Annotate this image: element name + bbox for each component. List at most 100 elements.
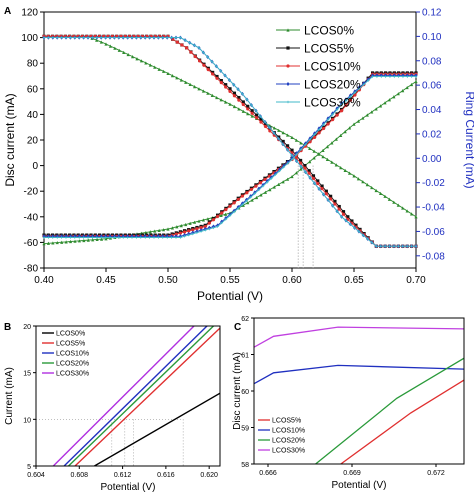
legend-marker — [286, 64, 290, 68]
ring-point — [184, 222, 188, 227]
legend-label: LCOS20% — [272, 438, 305, 445]
series-line-lcos10pct — [63, 326, 208, 466]
x-tick-label-a: 0.40 — [34, 275, 54, 286]
disc-point — [214, 64, 218, 68]
x-axis-title-a: Potential (V) — [197, 289, 263, 303]
ring-point — [405, 75, 409, 79]
disc-point — [311, 176, 316, 180]
ring-point — [55, 240, 59, 245]
y-tick-label-a: 0 — [32, 161, 38, 172]
disc-point — [99, 40, 103, 44]
disc-point — [312, 181, 317, 185]
ring-point — [108, 235, 112, 240]
ring-point — [121, 235, 125, 240]
legend-label: LCOS30% — [304, 96, 361, 110]
disc-point — [219, 79, 223, 83]
ring-point — [73, 235, 77, 240]
legend-label: LCOS5% — [304, 42, 354, 56]
ring-point — [317, 131, 321, 135]
disc-point — [178, 36, 182, 40]
disc-point — [341, 210, 346, 214]
ring-point — [387, 98, 392, 102]
ring-point — [282, 165, 286, 169]
disc-point — [241, 109, 245, 113]
disc-point — [263, 122, 268, 126]
series-lcos30pct — [42, 36, 418, 248]
y-axis-title-c: Disc current (mA) — [232, 352, 243, 430]
ring-point — [254, 184, 258, 188]
disc-point — [174, 36, 178, 40]
ring-point — [409, 82, 414, 87]
disc-point — [95, 38, 99, 42]
ring-point — [348, 98, 353, 102]
legend-label: LCOS20% — [56, 361, 89, 368]
x-tick-label-b: 0.612 — [114, 472, 132, 479]
ring-point — [257, 188, 261, 192]
disc-point — [197, 46, 201, 50]
ring-point — [299, 147, 303, 152]
panel-label-b: B — [4, 322, 11, 333]
disc-point — [64, 36, 68, 40]
x-tick-label-c: 0.666 — [259, 470, 277, 477]
ring-point — [199, 229, 203, 234]
ring-point — [405, 85, 409, 90]
ring-point — [362, 83, 366, 87]
ring-point — [166, 227, 170, 231]
legend-label: LCOS20% — [304, 78, 361, 92]
ring-point — [321, 148, 325, 152]
disc-point — [130, 36, 134, 40]
disc-point — [324, 192, 328, 196]
ring-point — [253, 192, 257, 196]
y2-tick-label-a: -0.06 — [422, 227, 445, 238]
y-tick-label-b: 5 — [27, 464, 31, 471]
disc-point — [298, 158, 303, 163]
ring-point — [216, 224, 220, 229]
ring-point — [261, 184, 265, 188]
ring-point — [68, 239, 73, 244]
ring-point — [148, 230, 152, 234]
disc-point — [409, 212, 414, 216]
ring-point — [95, 237, 99, 242]
disc-point — [201, 89, 206, 93]
disc-point — [245, 97, 249, 102]
disc-point — [290, 148, 294, 152]
y2-tick-label-a: -0.08 — [422, 251, 445, 262]
ring-point — [201, 218, 206, 222]
ring-point — [286, 161, 290, 165]
legend-marker — [286, 28, 290, 32]
ring-point — [104, 235, 108, 240]
ring-point — [325, 145, 330, 149]
ring-point — [207, 221, 211, 225]
disc-point — [113, 46, 117, 50]
disc-point — [379, 244, 383, 248]
disc-point — [405, 209, 409, 213]
disc-point — [285, 133, 290, 137]
ring-point — [182, 230, 187, 234]
ring-point — [353, 91, 357, 95]
ring-point — [265, 180, 269, 184]
ring-point — [60, 240, 64, 244]
disc-point — [337, 207, 341, 211]
ring-point — [340, 109, 344, 113]
y-tick-label-b: 10 — [23, 417, 31, 424]
ring-point — [224, 217, 228, 221]
ring-point — [259, 193, 263, 197]
disc-point — [112, 36, 116, 40]
disc-point — [219, 81, 223, 85]
disc-point — [335, 209, 339, 213]
ring-point — [232, 210, 236, 214]
ring-point — [64, 240, 68, 244]
disc-point — [241, 102, 245, 107]
disc-point — [219, 69, 223, 73]
disc-point — [175, 76, 179, 80]
disc-point — [370, 185, 374, 190]
disc-point — [68, 36, 72, 40]
disc-point — [60, 36, 64, 40]
disc-point — [317, 187, 321, 191]
y-axis-title-b: Current (mA) — [4, 367, 15, 425]
disc-point — [396, 203, 400, 207]
ring-point — [68, 235, 72, 240]
y-tick-label-c: 59 — [241, 426, 249, 433]
legend-label: LCOS10% — [304, 60, 361, 74]
disc-point — [299, 164, 303, 169]
